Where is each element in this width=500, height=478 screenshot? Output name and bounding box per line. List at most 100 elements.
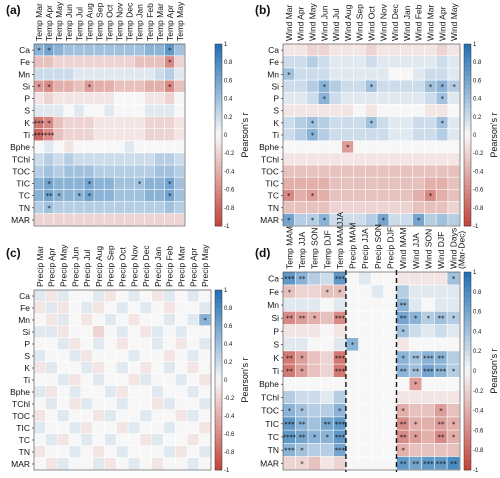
heatmap-cell <box>358 311 371 325</box>
heatmap-cell <box>57 338 69 350</box>
x-tick-label: Temp Oct <box>105 4 115 41</box>
heatmap-cell <box>342 213 354 226</box>
significance-mark: ** <box>298 420 306 428</box>
heatmap-cell <box>320 338 333 351</box>
heatmap-cell <box>34 116 44 129</box>
heatmap-cell <box>401 116 413 129</box>
heatmap-cell <box>294 128 306 141</box>
heatmap-cell <box>174 213 185 226</box>
heatmap-cell <box>389 104 401 117</box>
heatmap-cell <box>104 56 114 68</box>
heatmap-cell <box>424 80 436 92</box>
heatmap-cell <box>64 80 74 92</box>
heatmap-cell <box>94 189 104 202</box>
heatmap-cell <box>134 177 145 189</box>
heatmap-cell <box>389 80 401 92</box>
heatmap-cell <box>74 56 84 68</box>
heatmap-cell <box>371 390 384 404</box>
heatmap-cell <box>104 92 114 105</box>
colorbar-tick-label: -0.8 <box>224 450 235 456</box>
heatmap-cell <box>69 350 81 362</box>
colorbar-frame <box>214 43 223 227</box>
heatmap-cell <box>308 272 321 285</box>
heatmap-cell <box>163 458 175 470</box>
significance-mark: *** <box>423 354 434 362</box>
colorbar-step <box>464 296 471 303</box>
heatmap-cell <box>154 56 165 68</box>
significance-mark: * <box>370 119 374 127</box>
heatmap-cell <box>152 446 164 458</box>
heatmap-cell <box>318 189 330 202</box>
significance-mark: * <box>300 368 304 376</box>
heatmap-cell <box>412 68 424 80</box>
heatmap-cell <box>44 56 54 68</box>
heatmap-cell <box>412 104 424 117</box>
significance-mark: ** <box>412 460 420 468</box>
heatmap-cell <box>371 404 384 417</box>
colorbar-step <box>464 53 471 59</box>
significance-mark: * <box>439 407 443 415</box>
heatmap-cell <box>384 351 397 364</box>
heatmap-cell <box>384 338 397 351</box>
heatmap-cell <box>104 326 116 338</box>
significance-mark: *** <box>34 119 45 127</box>
colorbar-tick-label: 1 <box>473 42 477 48</box>
heatmap-cell <box>152 398 164 410</box>
heatmap-cell <box>365 56 377 68</box>
significance-mark: * <box>323 216 327 224</box>
heatmap-cell <box>377 141 389 153</box>
x-tick-label: Precip SON <box>373 224 383 269</box>
heatmap-cell <box>424 165 436 177</box>
heatmap-cell <box>365 201 377 214</box>
colorbar-step <box>215 144 222 150</box>
heatmap-cell <box>164 116 175 129</box>
heatmap-cell <box>152 338 164 350</box>
heatmap-cell <box>69 338 81 350</box>
heatmap-cell <box>187 410 199 422</box>
x-tick-label: Temp Jan <box>135 4 145 41</box>
heatmap-cell <box>346 430 359 443</box>
colorbar-tick-label: -1 <box>473 224 479 230</box>
heatmap-cell <box>174 141 185 153</box>
heatmap-cell <box>124 141 135 153</box>
x-tick-label: Temp Jun <box>64 4 74 41</box>
heatmap-cell <box>104 104 114 117</box>
heatmap-cell <box>396 404 409 417</box>
heatmap-cell <box>45 446 57 458</box>
heatmap-cell <box>409 404 422 417</box>
heatmap-cell <box>84 213 94 226</box>
heatmap-cell <box>187 374 199 386</box>
heatmap-cell <box>187 386 199 398</box>
colorbar-step <box>215 371 222 376</box>
heatmap-cell <box>69 386 81 398</box>
heatmap-cell <box>128 350 140 362</box>
heatmap-cell <box>81 434 93 446</box>
heatmap-cell <box>44 201 54 214</box>
significance-mark: * <box>401 354 405 362</box>
heatmap-cell <box>174 153 185 165</box>
colorbar: 1 0.8 0.6 0.4 0.2 0 -0.2 -0.4 -0.6 -0.8 -1 Pearson'… <box>214 42 250 230</box>
heatmap-cell <box>283 165 295 177</box>
heatmap-cell <box>384 456 397 470</box>
colorbar-step <box>464 311 471 317</box>
heatmap-cell <box>330 92 342 105</box>
heatmap-cell <box>114 189 124 202</box>
heatmap-cell <box>409 338 422 351</box>
colorbar-step <box>215 75 222 81</box>
heatmap-cell <box>154 116 165 129</box>
heatmap-cell <box>128 458 140 470</box>
heatmap-cell <box>447 298 460 311</box>
heatmap-cell <box>424 213 436 226</box>
significance-mark: * <box>452 420 456 428</box>
colorbar-step <box>215 112 222 118</box>
heatmap-cell <box>353 68 365 80</box>
significance-mark: ** <box>438 434 446 442</box>
heatmap-cell <box>358 272 371 285</box>
heatmap-cell <box>144 92 155 105</box>
heatmap-cell <box>81 314 93 326</box>
significance-mark: **** <box>282 434 297 442</box>
heatmap-cell <box>330 213 342 226</box>
heatmap-cell <box>54 56 64 68</box>
heatmap-cell <box>154 201 165 214</box>
heatmap-cell <box>154 177 165 189</box>
